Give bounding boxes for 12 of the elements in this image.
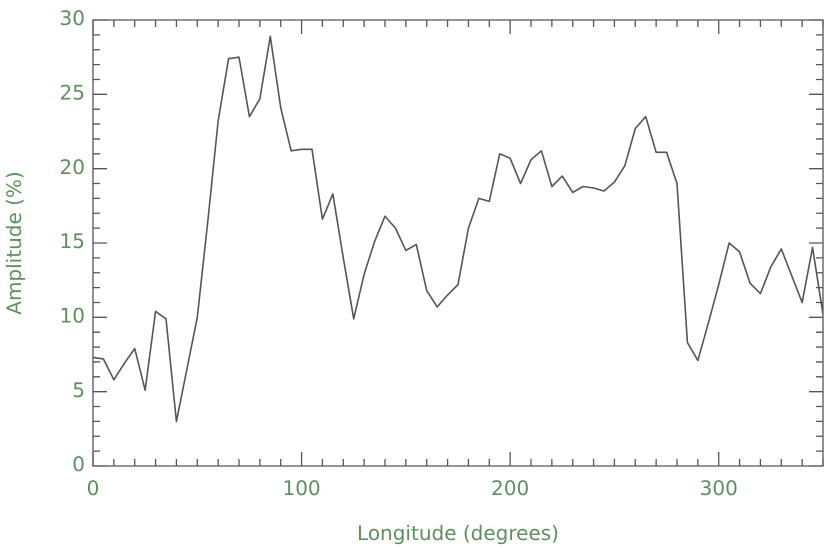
x-tick-label: 200 [491, 476, 530, 500]
y-tick-label: 15 [60, 229, 85, 254]
y-tick-label: 20 [60, 154, 85, 179]
x-tick-label: 300 [700, 476, 738, 500]
y-tick-label: 5 [72, 378, 85, 402]
y-tick-label: 25 [60, 80, 85, 105]
y-tick-label: 10 [60, 304, 85, 328]
y-tick-label: 0 [72, 452, 85, 476]
y-tick-label: 30 [60, 6, 85, 30]
y-axis-title: Amplitude (%) [2, 171, 26, 315]
x-axis-title: Longitude (degrees) [357, 521, 559, 546]
x-tick-label: 100 [282, 476, 321, 500]
